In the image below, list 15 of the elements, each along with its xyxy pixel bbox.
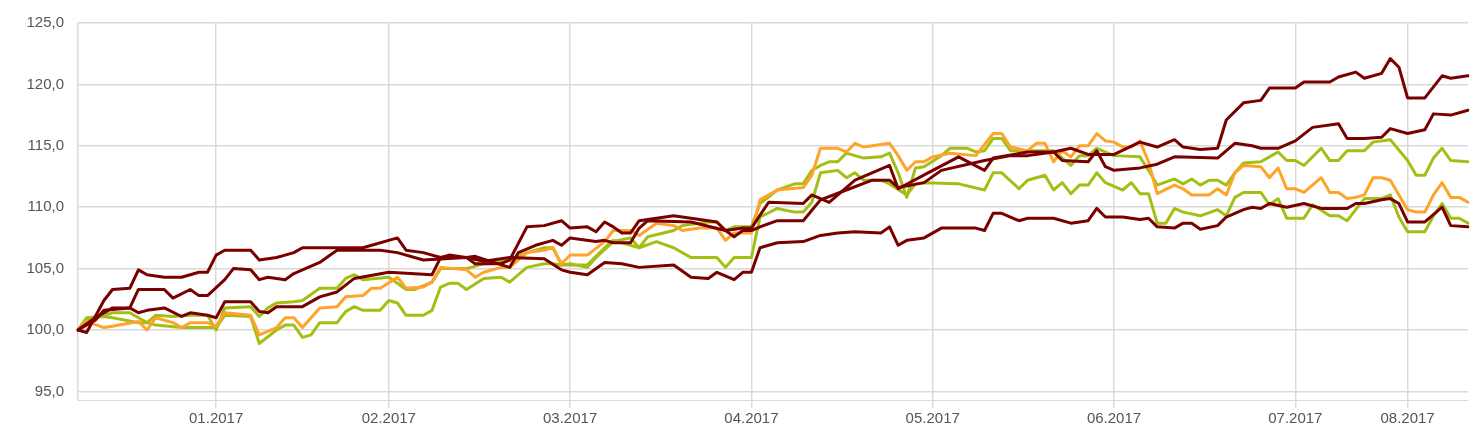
y-tick-label: 105,0: [26, 258, 64, 276]
x-tick-label: 01.2017: [189, 409, 244, 423]
x-tick-label: 06.2017: [1086, 409, 1142, 423]
x-tick-label: 08.2017: [1380, 409, 1435, 423]
x-tick-label: 05.2017: [905, 409, 960, 423]
y-tick-label: 115,0: [27, 135, 64, 153]
x-tick-label: 04.2017: [724, 409, 779, 423]
x-tick-label: 03.2017: [542, 409, 598, 423]
x-tick-label: 07.2017: [1268, 409, 1323, 423]
y-tick-label: 125,0: [26, 13, 64, 31]
y-tick-label: 110,0: [27, 197, 64, 215]
x-tick-label: 02.2017: [361, 409, 416, 423]
y-tick-label: 120,0: [26, 74, 64, 92]
y-tick-label: 100,0: [26, 320, 64, 338]
y-tick-label: 95,0: [34, 381, 64, 399]
